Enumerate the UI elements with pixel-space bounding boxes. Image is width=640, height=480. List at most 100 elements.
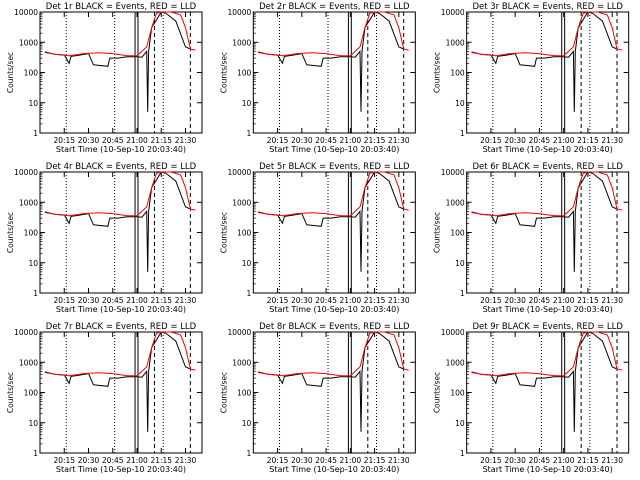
x-tick-label: 21:30 [388, 296, 410, 305]
panel-title: Det 8r BLACK = Events, RED = LLD [259, 322, 410, 332]
x-tick-label: 21:15 [150, 296, 172, 305]
x-tick-label: 20:15 [53, 296, 75, 305]
y-tick-label: 1 [247, 129, 252, 138]
y-tick-label: 10000 [14, 8, 38, 17]
x-tick-label: 20:45 [315, 136, 337, 145]
x-tick-label: 21:15 [364, 136, 386, 145]
x-tick-label: 21:00 [126, 296, 148, 305]
x-axis-label: Start Time (10-Sep-10 20:03:40) [483, 465, 613, 474]
x-tick-label: 20:45 [102, 296, 124, 305]
x-tick-label: 20:45 [315, 296, 337, 305]
x-tick-label: 20:45 [315, 456, 337, 465]
plot-frame [466, 171, 630, 294]
plot-frame [252, 11, 416, 134]
y-tick-label: 1000 [232, 198, 251, 207]
x-tick-label: 21:30 [175, 296, 197, 305]
x-tick-label: 21:30 [175, 456, 197, 465]
y-tick-label: 1000 [446, 38, 465, 47]
x-tick-label: 21:00 [340, 296, 362, 305]
x-tick-label: 20:15 [267, 296, 289, 305]
panel-title: Det 3r BLACK = Events, RED = LLD [472, 2, 623, 12]
x-axis-label: Start Time (10-Sep-10 20:03:40) [56, 465, 186, 474]
detector-panel: Det 8r BLACK = Events, RED = LLD 1 10 100 10… [219, 322, 416, 474]
series-lld-line [44, 171, 196, 217]
y-tick-label: 1000 [232, 358, 251, 367]
x-tick-label: 20:45 [529, 296, 551, 305]
series-lld-line [258, 331, 409, 377]
y-axis-label: Counts/sec [6, 372, 15, 413]
x-tick-label: 21:00 [340, 136, 362, 145]
y-tick-label: 10000 [227, 8, 251, 17]
x-tick-label: 20:30 [78, 136, 100, 145]
y-tick-label: 10 [242, 259, 252, 268]
plot-frame [252, 171, 416, 294]
y-tick-label: 1 [247, 289, 252, 298]
y-axis-label: Counts/sec [219, 212, 228, 253]
x-tick-label: 20:30 [78, 456, 100, 465]
x-tick-label: 20:45 [529, 136, 551, 145]
x-tick-label: 20:45 [102, 136, 124, 145]
y-tick-label: 10 [455, 99, 465, 108]
detector-panel: Det 2r BLACK = Events, RED = LLD 1 10 100 10… [219, 2, 416, 154]
series-events-line [44, 331, 191, 432]
panel-title: Det 1r BLACK = Events, RED = LLD [46, 2, 197, 12]
x-tick-label: 21:00 [340, 456, 362, 465]
y-tick-label: 10 [242, 99, 252, 108]
y-tick-label: 1 [33, 289, 38, 298]
x-tick-label: 21:30 [601, 296, 623, 305]
series-events-line [258, 331, 404, 432]
x-tick-label: 20:15 [480, 296, 502, 305]
y-tick-label: 10000 [227, 328, 251, 337]
x-axis-label: Start Time (10-Sep-10 20:03:40) [483, 305, 613, 314]
detector-panel: Det 5r BLACK = Events, RED = LLD 1 10 100 10… [219, 162, 416, 314]
panel-title: Det 7r BLACK = Events, RED = LLD [46, 322, 197, 332]
series-events-line [44, 171, 191, 272]
plot-frame [39, 171, 203, 294]
x-tick-label: 20:30 [504, 456, 526, 465]
plot-frame [466, 331, 630, 454]
x-axis-label: Start Time (10-Sep-10 20:03:40) [269, 465, 399, 474]
x-axis-label: Start Time (10-Sep-10 20:03:40) [56, 145, 186, 154]
detector-panel: Det 6r BLACK = Events, RED = LLD 1 10 100 10… [433, 162, 630, 314]
panel-title: Det 4r BLACK = Events, RED = LLD [46, 162, 197, 172]
x-tick-label: 21:00 [553, 456, 575, 465]
panel-title: Det 5r BLACK = Events, RED = LLD [259, 162, 410, 172]
y-tick-label: 100 [237, 229, 252, 238]
y-tick-label: 10 [28, 99, 38, 108]
x-axis-label: Start Time (10-Sep-10 20:03:40) [269, 305, 399, 314]
x-axis-label: Start Time (10-Sep-10 20:03:40) [56, 305, 186, 314]
series-lld-line [258, 171, 409, 217]
series-lld-line [471, 171, 623, 217]
panel-title: Det 2r BLACK = Events, RED = LLD [259, 2, 410, 12]
x-tick-label: 20:30 [291, 456, 313, 465]
y-tick-label: 10000 [227, 168, 251, 177]
y-tick-label: 1000 [232, 38, 251, 47]
y-tick-label: 1 [460, 449, 465, 458]
series-events-line [258, 171, 404, 272]
y-tick-label: 10 [455, 259, 465, 268]
detector-panel: Det 4r BLACK = Events, RED = LLD 1 10 100 10… [6, 162, 203, 314]
x-tick-label: 21:30 [601, 456, 623, 465]
y-tick-label: 100 [24, 389, 39, 398]
y-tick-label: 1000 [19, 38, 38, 47]
detector-panel: Det 1r BLACK = Events, RED = LLD 1 10 100 10… [6, 2, 203, 154]
x-tick-label: 21:00 [553, 136, 575, 145]
plot-frame [252, 331, 416, 454]
x-tick-label: 21:30 [175, 136, 197, 145]
y-tick-label: 100 [237, 69, 252, 78]
x-tick-label: 21:15 [577, 136, 599, 145]
x-tick-label: 21:30 [601, 136, 623, 145]
series-events-line [44, 11, 191, 112]
y-tick-label: 100 [450, 69, 465, 78]
y-tick-label: 1 [33, 129, 38, 138]
panel-title: Det 9r BLACK = Events, RED = LLD [472, 322, 623, 332]
x-tick-label: 20:30 [291, 296, 313, 305]
x-tick-label: 20:15 [267, 456, 289, 465]
y-axis-label: Counts/sec [433, 212, 442, 253]
plot-frame [39, 11, 203, 134]
y-axis-label: Counts/sec [219, 372, 228, 413]
detector-panel: Det 9r BLACK = Events, RED = LLD 1 10 100 10… [433, 322, 630, 474]
series-lld-line [471, 331, 623, 377]
plot-frame [466, 11, 630, 134]
